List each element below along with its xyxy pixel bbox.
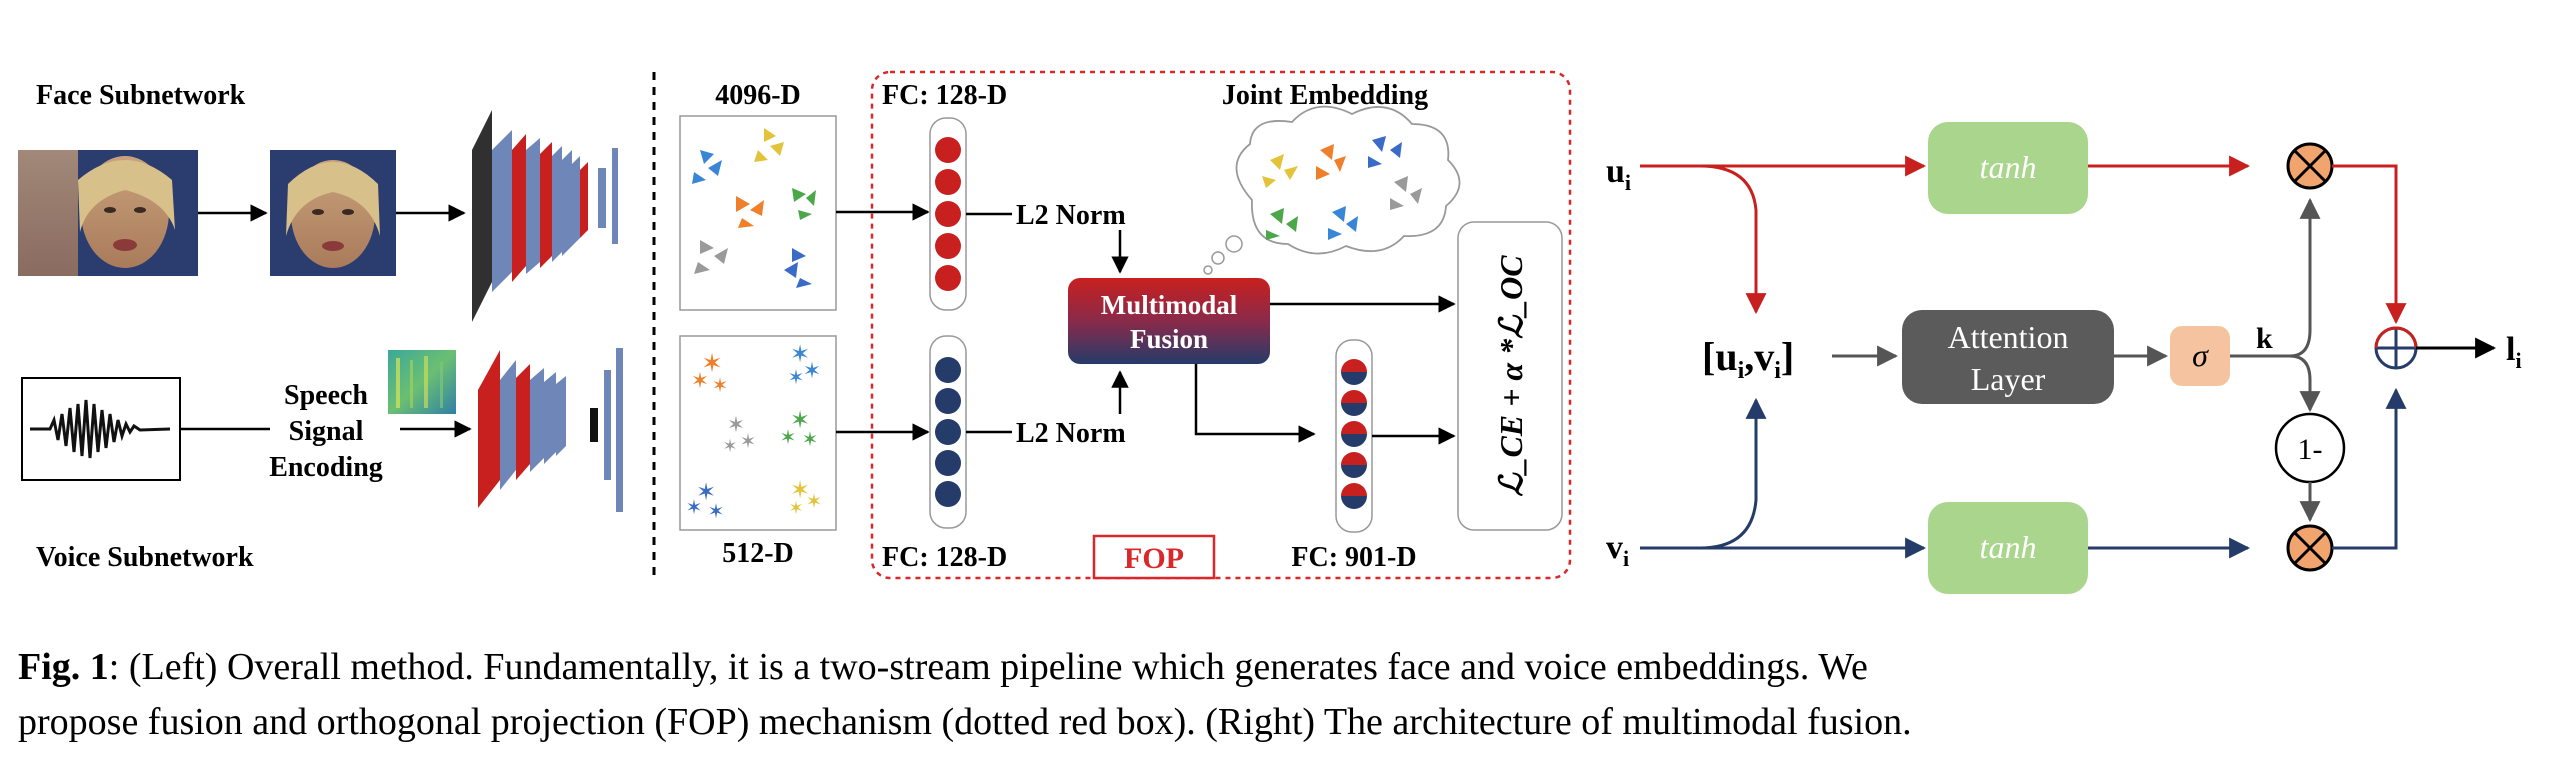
speech-encoding-line-3: Encoding [269,452,383,483]
svg-text:✶: ✶ [722,436,737,456]
fc-fused-label: FC: 901-D [1291,542,1416,573]
tanh-top-block: tanh [1928,122,2088,214]
fop-box [870,70,1572,580]
fc-bottom-label: FC: 128-D [882,542,1007,573]
loss-formula: ℒ_CE + α *ℒ_OC [1493,255,1529,497]
u-i-label: ui [1606,153,1631,195]
svg-text:✶: ✶ [691,368,709,393]
svg-text:✶: ✶ [790,342,810,368]
face-cnn-layers [472,110,618,322]
l2-norm-top-label: L2 Norm [1016,200,1126,231]
figure: Face Subnetwork Speech [18,70,2522,594]
attention-label-line-1: Attention [1948,319,2069,355]
attention-layer-block: Attention Layer [1902,310,2114,404]
fused-neuron-bottom-half [1341,434,1367,447]
fused-neuron-top-half [1341,390,1367,403]
caption-text-1: : (Left) Overall method. Fundamentally, … [108,646,1868,688]
svg-text:✶: ✶ [727,412,745,437]
fused-neuron-bottom-half [1341,372,1367,385]
l2-norm-bottom-label: L2 Norm [1016,418,1126,449]
caption-line-1: Fig. 1: (Left) Overall method. Fundament… [18,640,2538,695]
face-embedding-scatter [679,115,837,311]
sigma-label: σ [2192,337,2209,373]
caption-label: Fig. 1 [18,646,109,688]
multiply-top-node [2286,142,2334,190]
face-subnetwork-label: Face Subnetwork [36,80,246,111]
joint-embedding-label: Joint Embedding [1222,80,1428,111]
svg-text:✶: ✶ [803,358,821,383]
svg-text:✶: ✶ [802,429,819,451]
svg-text:✶: ✶ [701,349,723,378]
fused-neuron-bottom-half [1341,465,1367,478]
svg-text:✶: ✶ [788,498,803,518]
multimodal-fusion-block: Multimodal Fusion [1068,278,1270,364]
joint-embedding-cloud [1203,105,1461,275]
fusion-label-line-2: Fusion [1130,324,1208,354]
fused-neuron-top-half [1341,483,1367,496]
face-image-aligned [270,150,396,276]
spectrogram-image [388,350,456,414]
svg-text:✶: ✶ [740,431,757,453]
tanh-bottom-label: tanh [1980,529,2037,565]
k-label: k [2256,322,2273,355]
face-image-cropped-input [18,150,198,276]
fc-top-neurons [929,117,967,311]
concat-label: [ui,vi] [1702,334,1794,384]
svg-text:✶: ✶ [806,491,823,513]
voice-embedding-dim-label: 512-D [722,538,794,569]
caption-line-2: propose fusion and orthogonal projection… [18,701,1912,744]
face-embedding-dim-label: 4096-D [715,80,801,111]
fused-neuron-top-half [1341,452,1367,465]
fused-neuron-top-half [1341,359,1367,372]
svg-text:✶: ✶ [686,497,703,519]
svg-text:✶: ✶ [790,478,810,504]
tanh-bottom-block: tanh [1928,502,2088,594]
fop-badge-label: FOP [1124,542,1184,575]
svg-text:✶: ✶ [788,367,805,389]
voice-waveform-input [21,377,181,481]
svg-text:✶: ✶ [708,501,725,523]
fused-neuron-bottom-half [1341,496,1367,509]
fop-badge: FOP [1092,534,1216,580]
one-minus-label: 1- [2298,433,2323,466]
fusion-label-line-1: Multimodal [1101,290,1238,320]
svg-text:✶: ✶ [790,408,810,434]
figure-caption: Fig. 1: (Left) Overall method. Fundament… [18,640,2538,750]
v-i-label: vi [1606,529,1629,571]
attention-label-line-2: Layer [1971,361,2046,397]
tanh-top-label: tanh [1980,149,2037,185]
fused-neuron-bottom-half [1341,403,1367,416]
voice-subnetwork-label: Voice Subnetwork [36,542,254,573]
fused-neuron-top-half [1341,421,1367,434]
speech-encoding-line-1: Speech [284,380,368,411]
output-label: li [2506,331,2522,373]
svg-text:✶: ✶ [780,427,797,449]
loss-box: ℒ_CE + α *ℒ_OC [1457,221,1563,531]
svg-text:✶: ✶ [712,375,729,397]
multiply-bottom-node [2286,524,2334,572]
fc-fused-neurons [1335,339,1373,533]
fc-bottom-neurons [929,335,967,529]
sum-node [2374,326,2418,370]
sigma-block: σ [2170,326,2230,386]
voice-cnn-layers [478,348,623,512]
one-minus-node: 1- [2274,412,2346,484]
speech-encoding-line-2: Signal [289,416,364,447]
fc-top-label: FC: 128-D [882,80,1007,111]
svg-text:✶: ✶ [696,480,716,506]
voice-embedding-scatter: ✶ ✶ ✶ ✶ ✶ ✶ ✶ ✶ ✶ ✶ ✶ ✶ ✶ ✶ ✶ ✶ ✶ ✶ [679,335,837,531]
